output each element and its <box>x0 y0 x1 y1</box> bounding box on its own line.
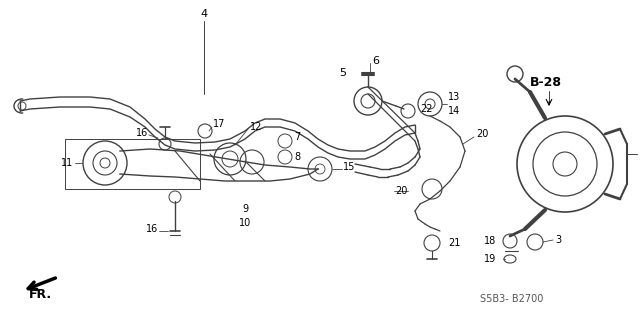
Text: 11: 11 <box>61 158 73 168</box>
Text: 21: 21 <box>448 238 460 248</box>
Text: 9: 9 <box>242 204 248 214</box>
Text: 2: 2 <box>639 157 640 167</box>
Text: 4: 4 <box>200 9 207 19</box>
Text: FR.: FR. <box>28 288 52 301</box>
Text: 16: 16 <box>146 224 158 234</box>
Text: 12: 12 <box>250 122 262 132</box>
Text: S5B3- B2700: S5B3- B2700 <box>480 294 543 304</box>
Text: 8: 8 <box>294 152 300 162</box>
Text: 15: 15 <box>343 162 355 172</box>
Text: 7: 7 <box>294 132 300 142</box>
Text: 22: 22 <box>420 104 433 114</box>
Text: 18: 18 <box>484 236 496 246</box>
Text: B-28: B-28 <box>530 77 562 90</box>
Bar <box>65 139 200 189</box>
Text: 10: 10 <box>239 218 251 228</box>
Text: 5: 5 <box>339 68 346 78</box>
Text: 6: 6 <box>372 56 379 66</box>
Text: 16: 16 <box>136 128 148 138</box>
Text: 1: 1 <box>639 145 640 155</box>
Text: 17: 17 <box>213 119 225 129</box>
Text: 20: 20 <box>476 129 488 139</box>
Text: 20: 20 <box>395 186 408 196</box>
Text: 3: 3 <box>555 235 561 245</box>
Text: 13: 13 <box>448 92 460 102</box>
Text: 14: 14 <box>448 106 460 116</box>
Text: 19: 19 <box>484 254 496 264</box>
